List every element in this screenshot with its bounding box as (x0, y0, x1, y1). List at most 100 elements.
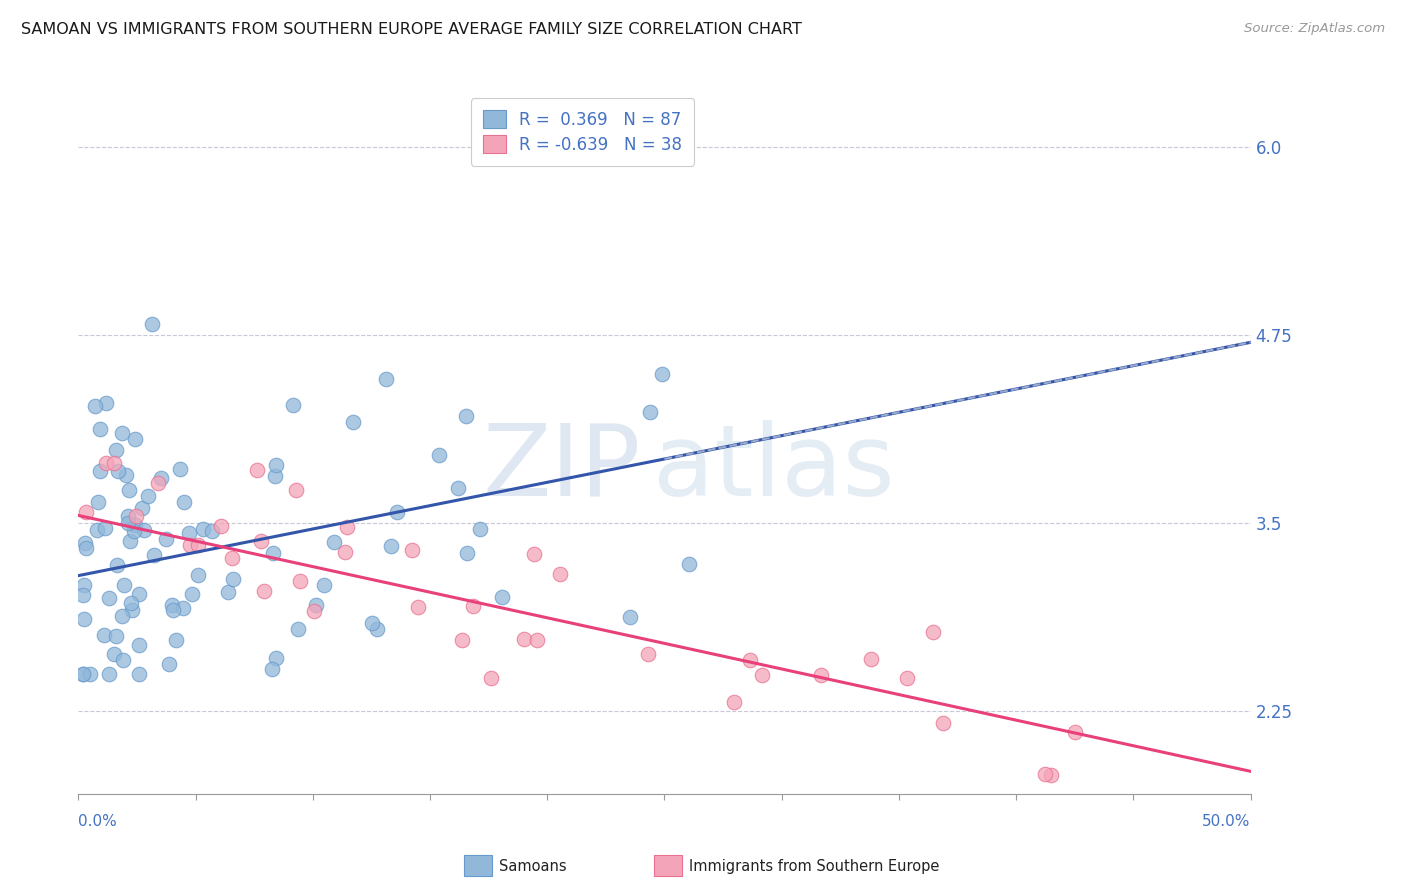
Point (285, 483, 308, 497)
Point (262, 662, 284, 676)
Point (342, 415, 364, 429)
Point (75, 541, 97, 555)
Point (112, 578, 135, 592)
Point (523, 547, 546, 561)
Point (165, 632, 187, 647)
Point (93, 628, 115, 642)
Point (72, 666, 94, 681)
Point (290, 574, 312, 588)
Text: Source: ZipAtlas.com: Source: ZipAtlas.com (1244, 22, 1385, 36)
Point (723, 694, 745, 708)
Point (94, 456, 117, 470)
Point (160, 598, 183, 612)
Point (217, 585, 239, 599)
Point (149, 471, 172, 485)
Point (859, 652, 882, 666)
Point (262, 546, 284, 560)
Point (209, 519, 232, 533)
Point (450, 632, 472, 647)
Point (98, 666, 121, 681)
Point (740, 653, 762, 667)
Point (73, 536, 96, 550)
Point (651, 367, 673, 381)
Point (121, 603, 143, 617)
Point (118, 534, 141, 549)
Point (281, 398, 304, 412)
Point (374, 372, 396, 386)
Point (336, 520, 359, 534)
Point (97, 591, 120, 605)
Point (181, 586, 204, 600)
Point (83, 399, 105, 413)
Point (305, 598, 328, 612)
Point (637, 647, 659, 661)
Point (146, 475, 169, 490)
Point (201, 524, 224, 539)
Point (96, 395, 118, 409)
Point (89, 422, 111, 436)
Point (1064, 725, 1087, 739)
Point (125, 509, 148, 524)
Point (406, 599, 429, 614)
Point (385, 505, 408, 519)
Point (638, 404, 661, 418)
Point (264, 458, 287, 472)
Point (810, 668, 832, 682)
Point (221, 551, 243, 566)
Point (322, 535, 344, 549)
Point (401, 542, 423, 557)
Point (678, 558, 700, 572)
Point (172, 601, 194, 615)
Point (124, 432, 146, 446)
Point (128, 666, 150, 681)
Point (479, 671, 502, 685)
Point (111, 609, 134, 624)
Point (94, 521, 117, 535)
Point (246, 463, 269, 477)
Point (73, 612, 96, 626)
Point (931, 715, 953, 730)
Point (250, 534, 273, 549)
Point (1039, 768, 1062, 782)
Text: 50.0%: 50.0% (1202, 814, 1251, 829)
Point (132, 523, 155, 537)
Point (79, 666, 101, 681)
Point (128, 638, 150, 652)
Point (131, 500, 153, 515)
Point (162, 603, 184, 617)
Point (103, 456, 125, 470)
Point (136, 489, 159, 503)
Point (122, 524, 145, 539)
Point (264, 468, 287, 483)
Point (124, 517, 146, 532)
Point (454, 409, 477, 423)
Point (157, 657, 180, 671)
Point (111, 426, 134, 441)
Point (447, 481, 470, 495)
Point (117, 516, 139, 531)
Point (512, 632, 534, 646)
Point (380, 539, 402, 553)
Point (173, 494, 195, 508)
Point (89, 464, 111, 478)
Point (105, 558, 128, 572)
Text: Immigrants from Southern Europe: Immigrants from Southern Europe (689, 859, 939, 873)
Point (75, 506, 97, 520)
Point (335, 545, 357, 559)
Point (526, 633, 548, 648)
Point (105, 442, 128, 457)
Point (896, 671, 918, 685)
Point (548, 567, 571, 582)
Point (117, 509, 139, 524)
Point (366, 623, 388, 637)
Point (179, 538, 201, 552)
Point (179, 525, 201, 540)
Text: Samoans: Samoans (499, 859, 567, 873)
Point (72, 666, 94, 681)
Point (87, 495, 110, 509)
Text: SAMOAN VS IMMIGRANTS FROM SOUTHERN EUROPE AVERAGE FAMILY SIZE CORRELATION CHART: SAMOAN VS IMMIGRANTS FROM SOUTHERN EUROP… (21, 22, 801, 37)
Point (491, 590, 513, 604)
Point (86, 523, 108, 537)
Point (114, 468, 136, 483)
Point (103, 647, 125, 661)
